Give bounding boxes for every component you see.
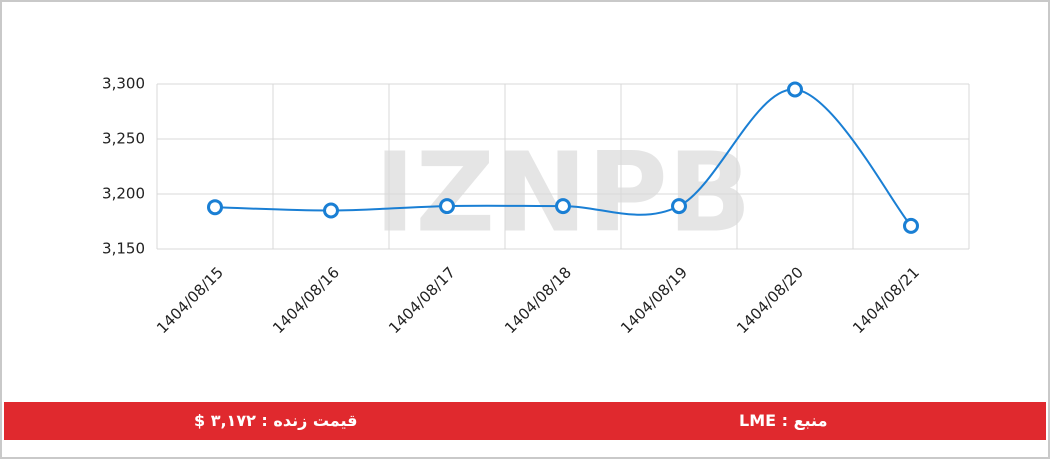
point — [555, 198, 571, 215]
x-tick-label: 1404/08/19 — [617, 263, 691, 337]
source: منبع : LME — [739, 411, 828, 430]
point — [787, 81, 803, 98]
watermark: IZNPB — [374, 128, 751, 256]
point — [323, 202, 339, 219]
x-tick-label: 1404/08/17 — [385, 263, 459, 337]
x-tick-label: 1404/08/15 — [153, 263, 227, 337]
y-tick-label: 3,250 — [102, 130, 145, 148]
point — [903, 217, 919, 234]
y-tick-label: 3,150 — [102, 240, 145, 258]
live-price: قیمت زنده : ۳,۱۷۲ $ — [194, 411, 358, 430]
point — [671, 198, 687, 215]
footer-bar: قیمت زنده : ۳,۱۷۲ $ منبع : LME — [4, 402, 1046, 440]
x-tick-label: 1404/08/16 — [269, 263, 343, 337]
point — [439, 198, 455, 215]
x-tick-label: 1404/08/21 — [849, 263, 923, 337]
y-tick-label: 3,200 — [102, 185, 145, 203]
x-tick-label: 1404/08/18 — [501, 263, 575, 337]
point — [207, 199, 223, 216]
x-tick-label: 1404/08/20 — [733, 263, 807, 337]
y-tick-label: 3,300 — [102, 75, 145, 93]
